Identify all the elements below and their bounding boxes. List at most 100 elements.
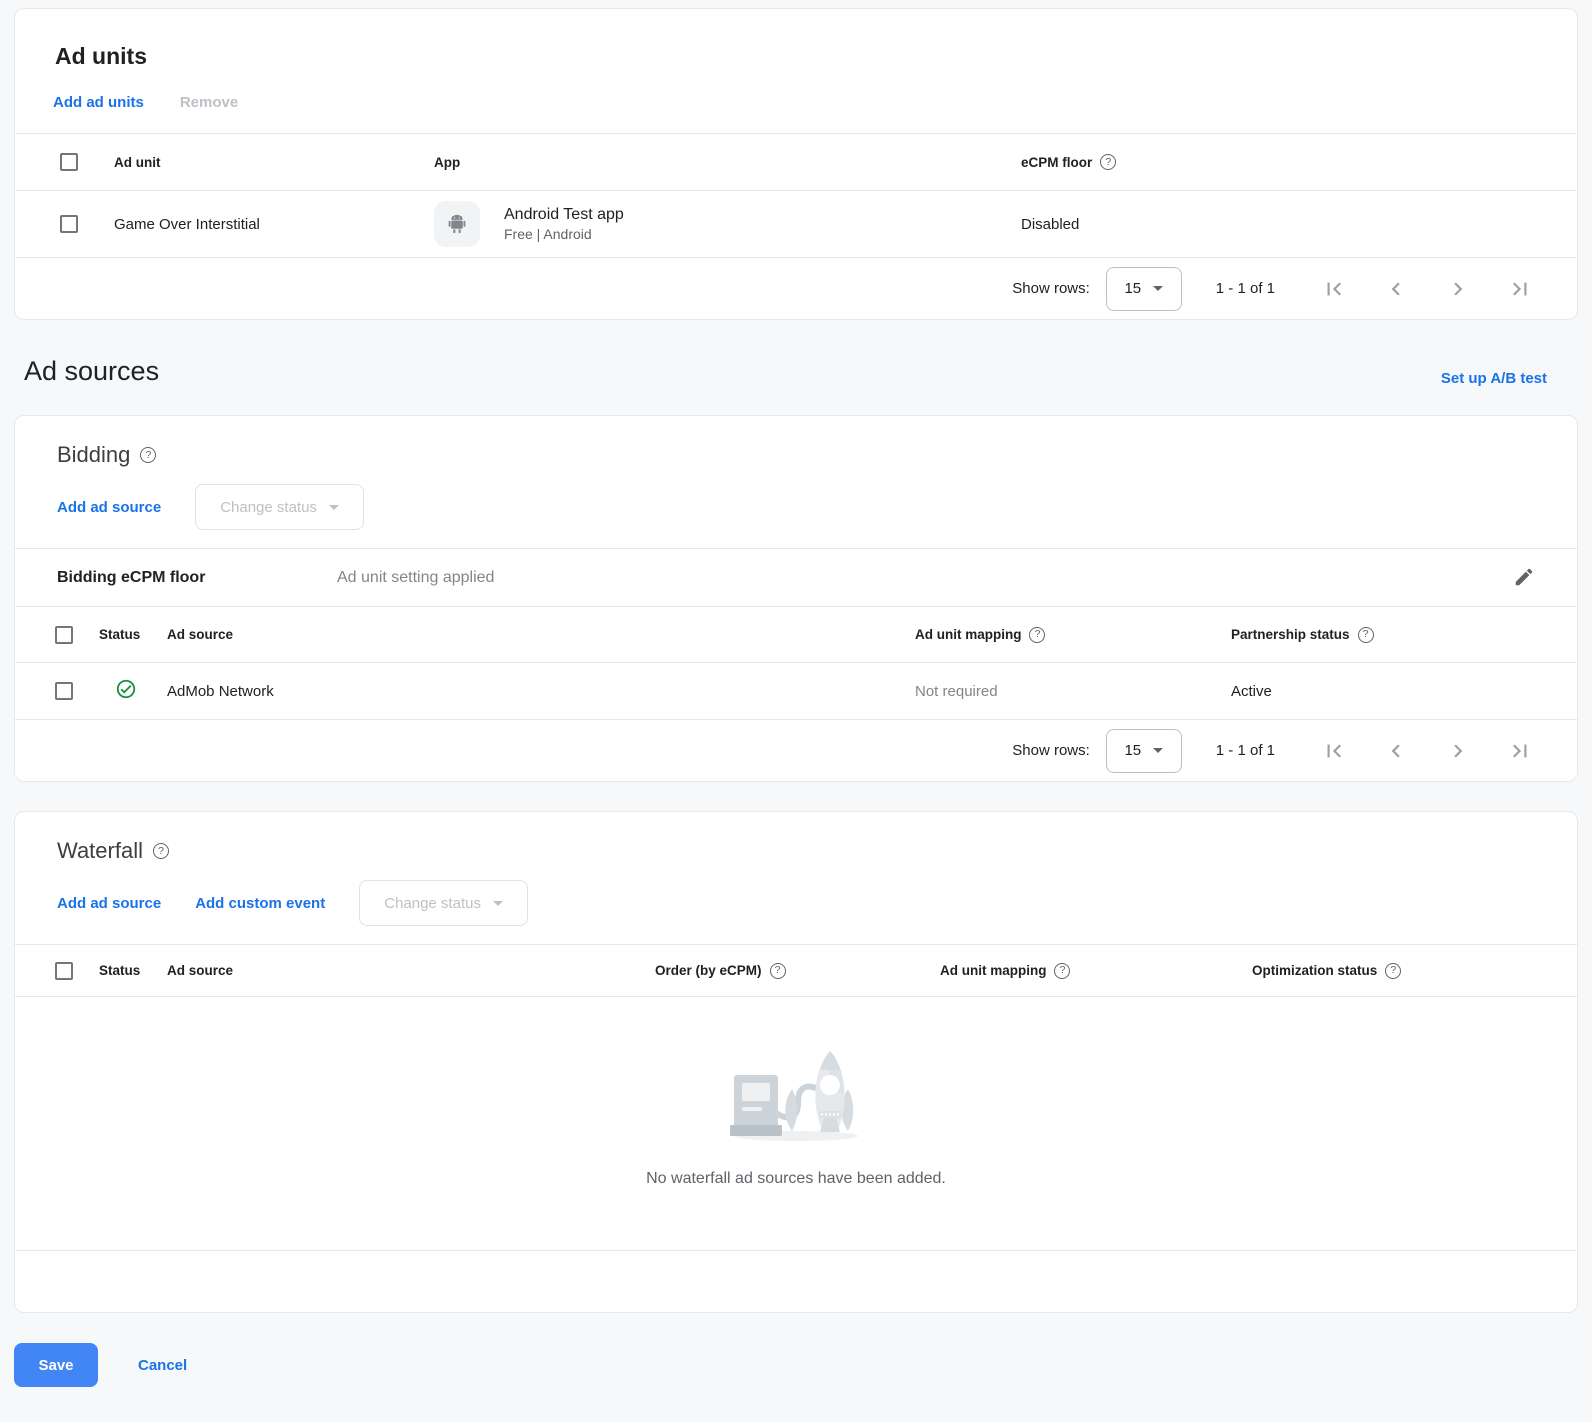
app-info: Android Test app Free | Android <box>504 204 624 244</box>
bidding-table-header: Status Ad source Ad unit mapping ? Partn… <box>15 607 1577 662</box>
bidding-title: Bidding <box>57 442 131 467</box>
bidding-toolbar: Add ad source Change status <box>15 468 1577 548</box>
help-icon[interactable]: ? <box>1100 154 1117 170</box>
help-icon[interactable]: ? <box>140 447 157 463</box>
first-page-icon[interactable] <box>1321 738 1347 764</box>
divider <box>15 190 1577 191</box>
help-icon[interactable]: ? <box>1357 626 1374 643</box>
ad-units-title: Ad units <box>55 43 147 69</box>
help-icon[interactable]: ? <box>152 843 169 859</box>
waterfall-toolbar: Add ad source Add custom event Change st… <box>15 864 1577 944</box>
column-header-ad-unit-mapping-label: Ad unit mapping <box>915 627 1022 642</box>
ad-unit-name[interactable]: Game Over Interstitial <box>114 215 260 233</box>
footer-actions: Save Cancel <box>14 1343 1592 1387</box>
next-page-icon[interactable] <box>1445 738 1471 764</box>
partnership-status-value: Active <box>1231 682 1272 700</box>
status-cell <box>99 678 167 705</box>
rows-per-page-value: 15 <box>1124 742 1142 759</box>
add-custom-event-button[interactable]: Add custom event <box>195 894 326 912</box>
bidding-ecpm-floor-label: Bidding eCPM floor <box>57 568 206 586</box>
change-status-label: Change status <box>220 498 317 516</box>
remove-button[interactable]: Remove <box>179 94 239 111</box>
divider <box>15 996 1577 997</box>
column-header-optimization-status: Optimization status ? <box>1252 962 1577 979</box>
select-all-checkbox[interactable] <box>55 961 73 980</box>
next-page-icon[interactable] <box>1445 276 1471 302</box>
add-ad-source-button[interactable]: Add ad source <box>57 894 162 912</box>
bidding-pagination: Show rows: 15 1 - 1 of 1 <box>15 720 1577 781</box>
column-header-status: Status <box>99 627 141 642</box>
column-header-ecpm-floor: eCPM floor ? <box>1021 154 1577 170</box>
rows-per-page-select[interactable]: 15 <box>1105 728 1182 773</box>
bidding-table-row[interactable]: AdMob Network Not required Active <box>15 663 1577 719</box>
bidding-ecpm-floor-value: Ad unit setting applied <box>337 568 495 586</box>
row-checkbox[interactable] <box>60 215 78 233</box>
waterfall-title-row: Waterfall ? <box>15 812 1577 864</box>
cancel-button[interactable]: Cancel <box>138 1356 188 1374</box>
chevron-down-icon <box>328 504 339 510</box>
pagination-arrows <box>1321 738 1533 764</box>
waterfall-title: Waterfall <box>57 838 143 863</box>
waterfall-table-header: Status Ad source Order (by eCPM) ? Ad un… <box>15 945 1577 996</box>
waterfall-empty-state: No waterfall ad sources have been added. <box>15 997 1577 1188</box>
app-meta: Free | Android <box>504 226 592 243</box>
column-header-order: Order (by eCPM) ? <box>655 962 940 979</box>
column-header-ad-unit-mapping-label: Ad unit mapping <box>940 963 1047 978</box>
ad-unit-table-row[interactable]: Game Over Interstitial Android Test app <box>15 191 1577 257</box>
ecpm-floor-value: Disabled <box>1021 215 1080 233</box>
pagination-range: 1 - 1 of 1 <box>1215 280 1275 297</box>
ad-units-pagination: Show rows: 15 1 - 1 of 1 <box>15 258 1577 319</box>
ad-sources-title: Ad sources <box>24 356 160 386</box>
column-header-app: App <box>434 154 461 170</box>
column-header-partnership-status: Partnership status ? <box>1231 626 1577 643</box>
page: Ad units Add ad units Remove Ad unit App… <box>0 8 1592 1422</box>
row-checkbox[interactable] <box>55 682 73 700</box>
edit-pencil-icon[interactable] <box>1513 566 1537 590</box>
column-header-ecpm-floor-label: eCPM floor <box>1021 154 1093 170</box>
divider <box>15 944 1577 945</box>
rows-per-page-select[interactable]: 15 <box>1105 266 1182 311</box>
select-all-checkbox[interactable] <box>60 153 78 171</box>
help-icon[interactable]: ? <box>1385 962 1402 979</box>
chevron-down-icon <box>1153 748 1164 753</box>
previous-page-icon[interactable] <box>1383 276 1409 302</box>
column-header-order-label: Order (by eCPM) <box>655 963 762 978</box>
chevron-down-icon <box>1153 286 1164 291</box>
show-rows-label: Show rows: <box>1012 742 1090 759</box>
first-page-icon[interactable] <box>1321 276 1347 302</box>
column-header-ad-unit-mapping: Ad unit mapping ? <box>940 962 1252 979</box>
column-header-ad-unit-mapping: Ad unit mapping ? <box>915 626 1231 643</box>
select-all-checkbox[interactable] <box>55 625 73 644</box>
add-ad-units-button[interactable]: Add ad units <box>53 94 144 111</box>
bidding-title-row: Bidding ? <box>15 416 1577 468</box>
help-icon[interactable]: ? <box>769 962 786 979</box>
divider <box>15 133 1577 134</box>
divider <box>15 1250 1577 1251</box>
last-page-icon[interactable] <box>1507 738 1533 764</box>
set-up-ab-test-link[interactable]: Set up A/B test <box>1440 370 1547 387</box>
add-ad-source-button[interactable]: Add ad source <box>57 498 162 516</box>
bidding-ecpm-floor-row: Bidding eCPM floor Ad unit setting appli… <box>15 549 1577 606</box>
column-header-optimization-status-label: Optimization status <box>1252 963 1378 978</box>
waterfall-card: Waterfall ? Add ad source Add custom eve… <box>14 811 1578 1313</box>
ad-source-name[interactable]: AdMob Network <box>167 682 274 700</box>
change-status-button[interactable]: Change status <box>195 484 364 530</box>
change-status-button[interactable]: Change status <box>359 880 528 926</box>
column-header-ad-source: Ad source <box>167 627 234 642</box>
pagination-arrows <box>1321 276 1533 302</box>
previous-page-icon[interactable] <box>1383 738 1409 764</box>
save-button[interactable]: Save <box>14 1343 98 1387</box>
help-icon[interactable]: ? <box>1029 626 1046 643</box>
column-header-ad-unit: Ad unit <box>114 154 161 170</box>
rows-per-page-value: 15 <box>1124 280 1142 297</box>
divider <box>15 662 1577 663</box>
last-page-icon[interactable] <box>1507 276 1533 302</box>
change-status-label: Change status <box>384 894 481 912</box>
divider <box>15 606 1577 607</box>
waterfall-empty-text: No waterfall ad sources have been added. <box>646 1170 946 1187</box>
help-icon[interactable]: ? <box>1054 962 1071 979</box>
divider <box>15 719 1577 720</box>
column-header-partnership-status-label: Partnership status <box>1231 627 1350 642</box>
chevron-down-icon <box>492 900 503 906</box>
ad-units-card: Ad units Add ad units Remove Ad unit App… <box>14 8 1578 320</box>
